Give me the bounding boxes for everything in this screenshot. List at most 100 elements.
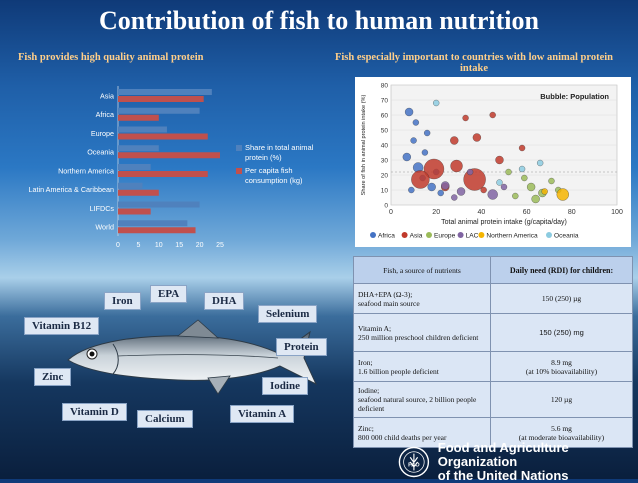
bar xyxy=(118,96,204,102)
fao-name-line2: of the United Nations xyxy=(437,467,569,483)
cell-rdi-note: (at 10% bioavailability) xyxy=(525,366,598,376)
bubble xyxy=(531,194,540,204)
cell-nutrient: Vitamin A; xyxy=(358,323,392,333)
category-label: World xyxy=(95,223,114,232)
table-cell-left: Iron; 1.6 billion people deficient xyxy=(353,351,491,382)
x-tick-label: 40 xyxy=(478,209,486,216)
x-tick-label: 0 xyxy=(116,242,120,249)
bubble xyxy=(496,179,503,186)
y-tick-label: 40 xyxy=(381,143,389,150)
bar xyxy=(118,164,151,170)
nutrient-iron: Iron xyxy=(104,292,141,310)
cell-rdi: 150 (250) mg xyxy=(539,328,584,337)
y-axis-label: Share of fish in animal protein intake (… xyxy=(361,95,367,196)
bar xyxy=(118,227,196,234)
fish-consumption-bar-chart: Asia Africa Europe Oceania Northern America L… xyxy=(29,86,224,249)
bubble xyxy=(421,149,429,156)
legend-label: Europe xyxy=(434,233,456,240)
bar xyxy=(118,171,208,177)
cell-detail: 250 million preschool children deficient xyxy=(358,332,479,342)
bubble xyxy=(410,137,417,144)
table-row: Iron; 1.6 billion people deficient 8.9 mg… xyxy=(353,351,633,382)
nutrient-selenium: Selenium xyxy=(258,305,318,323)
cell-detail: seafood natural source, 2 billion people… xyxy=(358,395,477,413)
table-row: Iodine; seafood natural source, 2 billion… xyxy=(353,381,633,418)
table-row: DHA+EPA (Ω-3); seafood main source 150 (2… xyxy=(353,283,633,314)
legend-dot xyxy=(426,232,432,238)
bubble xyxy=(537,159,544,167)
bubble xyxy=(402,152,411,162)
nutrient-vitamin-d: Vitamin D xyxy=(62,403,127,421)
bubble xyxy=(526,182,536,192)
cell-rdi: 5.6 mg xyxy=(551,423,572,433)
bubble xyxy=(505,168,512,176)
bubble xyxy=(411,170,430,189)
bubble xyxy=(450,136,459,145)
nutrient-vitamin-b12: Vitamin B12 xyxy=(24,317,100,335)
cell-detail: 800 000 child deaths per year xyxy=(358,432,447,442)
y-tick-label: 30 xyxy=(381,158,389,165)
bubble xyxy=(404,107,414,117)
legend-dot xyxy=(370,232,376,238)
bar xyxy=(118,107,200,114)
cell-detail: 1.6 billion people deficient xyxy=(358,366,439,376)
x-tick-label: 10 xyxy=(155,242,163,249)
bubble xyxy=(412,119,420,126)
legend-label: Asia xyxy=(410,233,423,240)
legend-label: Africa xyxy=(378,233,395,240)
legend-share: Share in total animal protein (%) xyxy=(236,143,326,163)
bubble xyxy=(541,188,548,195)
x-tick-label: 100 xyxy=(611,209,623,216)
y-tick-label: 70 xyxy=(381,98,389,105)
bar xyxy=(118,133,208,140)
table-cell-left: Zinc; 800 000 child deaths per year xyxy=(353,417,491,448)
fao-logo: FAO Food and Agriculture Organization of… xyxy=(398,440,638,482)
x-axis-label: Total animal protein intake (g/capita/da… xyxy=(441,219,567,226)
left-subtitle: Fish provides high quality animal protei… xyxy=(18,52,204,63)
bubble xyxy=(518,165,526,173)
bubble xyxy=(451,194,458,201)
bar xyxy=(118,201,200,208)
table-cell-right: 5.6 mg (at moderate bioavailability) xyxy=(490,417,633,448)
y-tick-label: 20 xyxy=(381,173,389,180)
table-cell-right: 8.9 mg (at 10% bioavailability) xyxy=(490,351,633,382)
bubble xyxy=(521,174,528,182)
legend-label: LAC xyxy=(466,233,479,240)
bar xyxy=(118,152,220,159)
cell-nutrient: Iron; xyxy=(358,357,373,367)
nutrient-vitamin-a: Vitamin A xyxy=(230,405,295,423)
table-cell-right: 150 (250) µg xyxy=(490,283,633,314)
nutrient-iodine: Iodine xyxy=(262,377,308,395)
legend-label-share: Share in total animal protein (%) xyxy=(245,143,314,162)
bar xyxy=(118,182,143,189)
cell-rdi: 120 µg xyxy=(550,395,573,404)
bubble xyxy=(548,177,555,185)
cell-nutrient: DHA+EPA (Ω-3); xyxy=(358,289,413,299)
table-cell-right: 120 µg xyxy=(490,381,633,418)
table-cell-left: Iodine; seafood natural source, 2 billion… xyxy=(353,381,491,418)
cell-nutrient: Iodine; xyxy=(358,386,380,395)
category-label: LIFDCs xyxy=(90,204,115,213)
legend-swatch-percap xyxy=(236,168,242,174)
legend-swatch-share xyxy=(236,145,242,151)
bubble xyxy=(433,99,440,107)
bar xyxy=(118,220,188,227)
table-cell-left: DHA+EPA (Ω-3); seafood main source xyxy=(353,283,491,314)
bubble xyxy=(518,144,526,152)
legend-dot xyxy=(457,232,464,238)
legend-label: Northern America xyxy=(486,233,538,240)
animal-protein-bubble-chart: 0 10 20 30 40 50 60 70 80 0 20 40 60 80 100 Bubble: Pop… xyxy=(355,77,631,247)
table-cell-left: Vitamin A; 250 million preschool children… xyxy=(353,313,491,352)
category-label: Africa xyxy=(96,110,114,119)
bubble xyxy=(466,168,474,176)
bar xyxy=(118,189,159,196)
bubble xyxy=(480,186,487,194)
bar-chart-legend: Share in total animal protein (%) Per ca… xyxy=(236,143,326,189)
cell-detail: seafood main source xyxy=(358,298,420,308)
nutrient-table: Fish, a source of nutrients Daily need (… xyxy=(353,256,633,448)
bar xyxy=(118,114,159,121)
bar xyxy=(118,126,167,133)
y-tick-label: 50 xyxy=(381,128,389,135)
x-tick-label: 80 xyxy=(568,209,576,216)
category-label: Asia xyxy=(100,91,114,100)
